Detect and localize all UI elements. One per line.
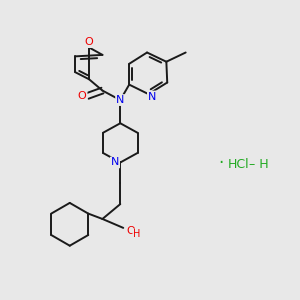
Text: N: N [111,158,119,167]
Text: N: N [116,95,124,105]
Text: N: N [148,92,156,101]
Text: O: O [78,91,87,101]
Text: ·: · [218,154,224,172]
Text: – H: – H [245,158,269,171]
Text: O: O [126,226,135,236]
Text: O: O [85,37,93,47]
Text: H: H [133,230,141,239]
Text: HCl: HCl [227,158,249,171]
